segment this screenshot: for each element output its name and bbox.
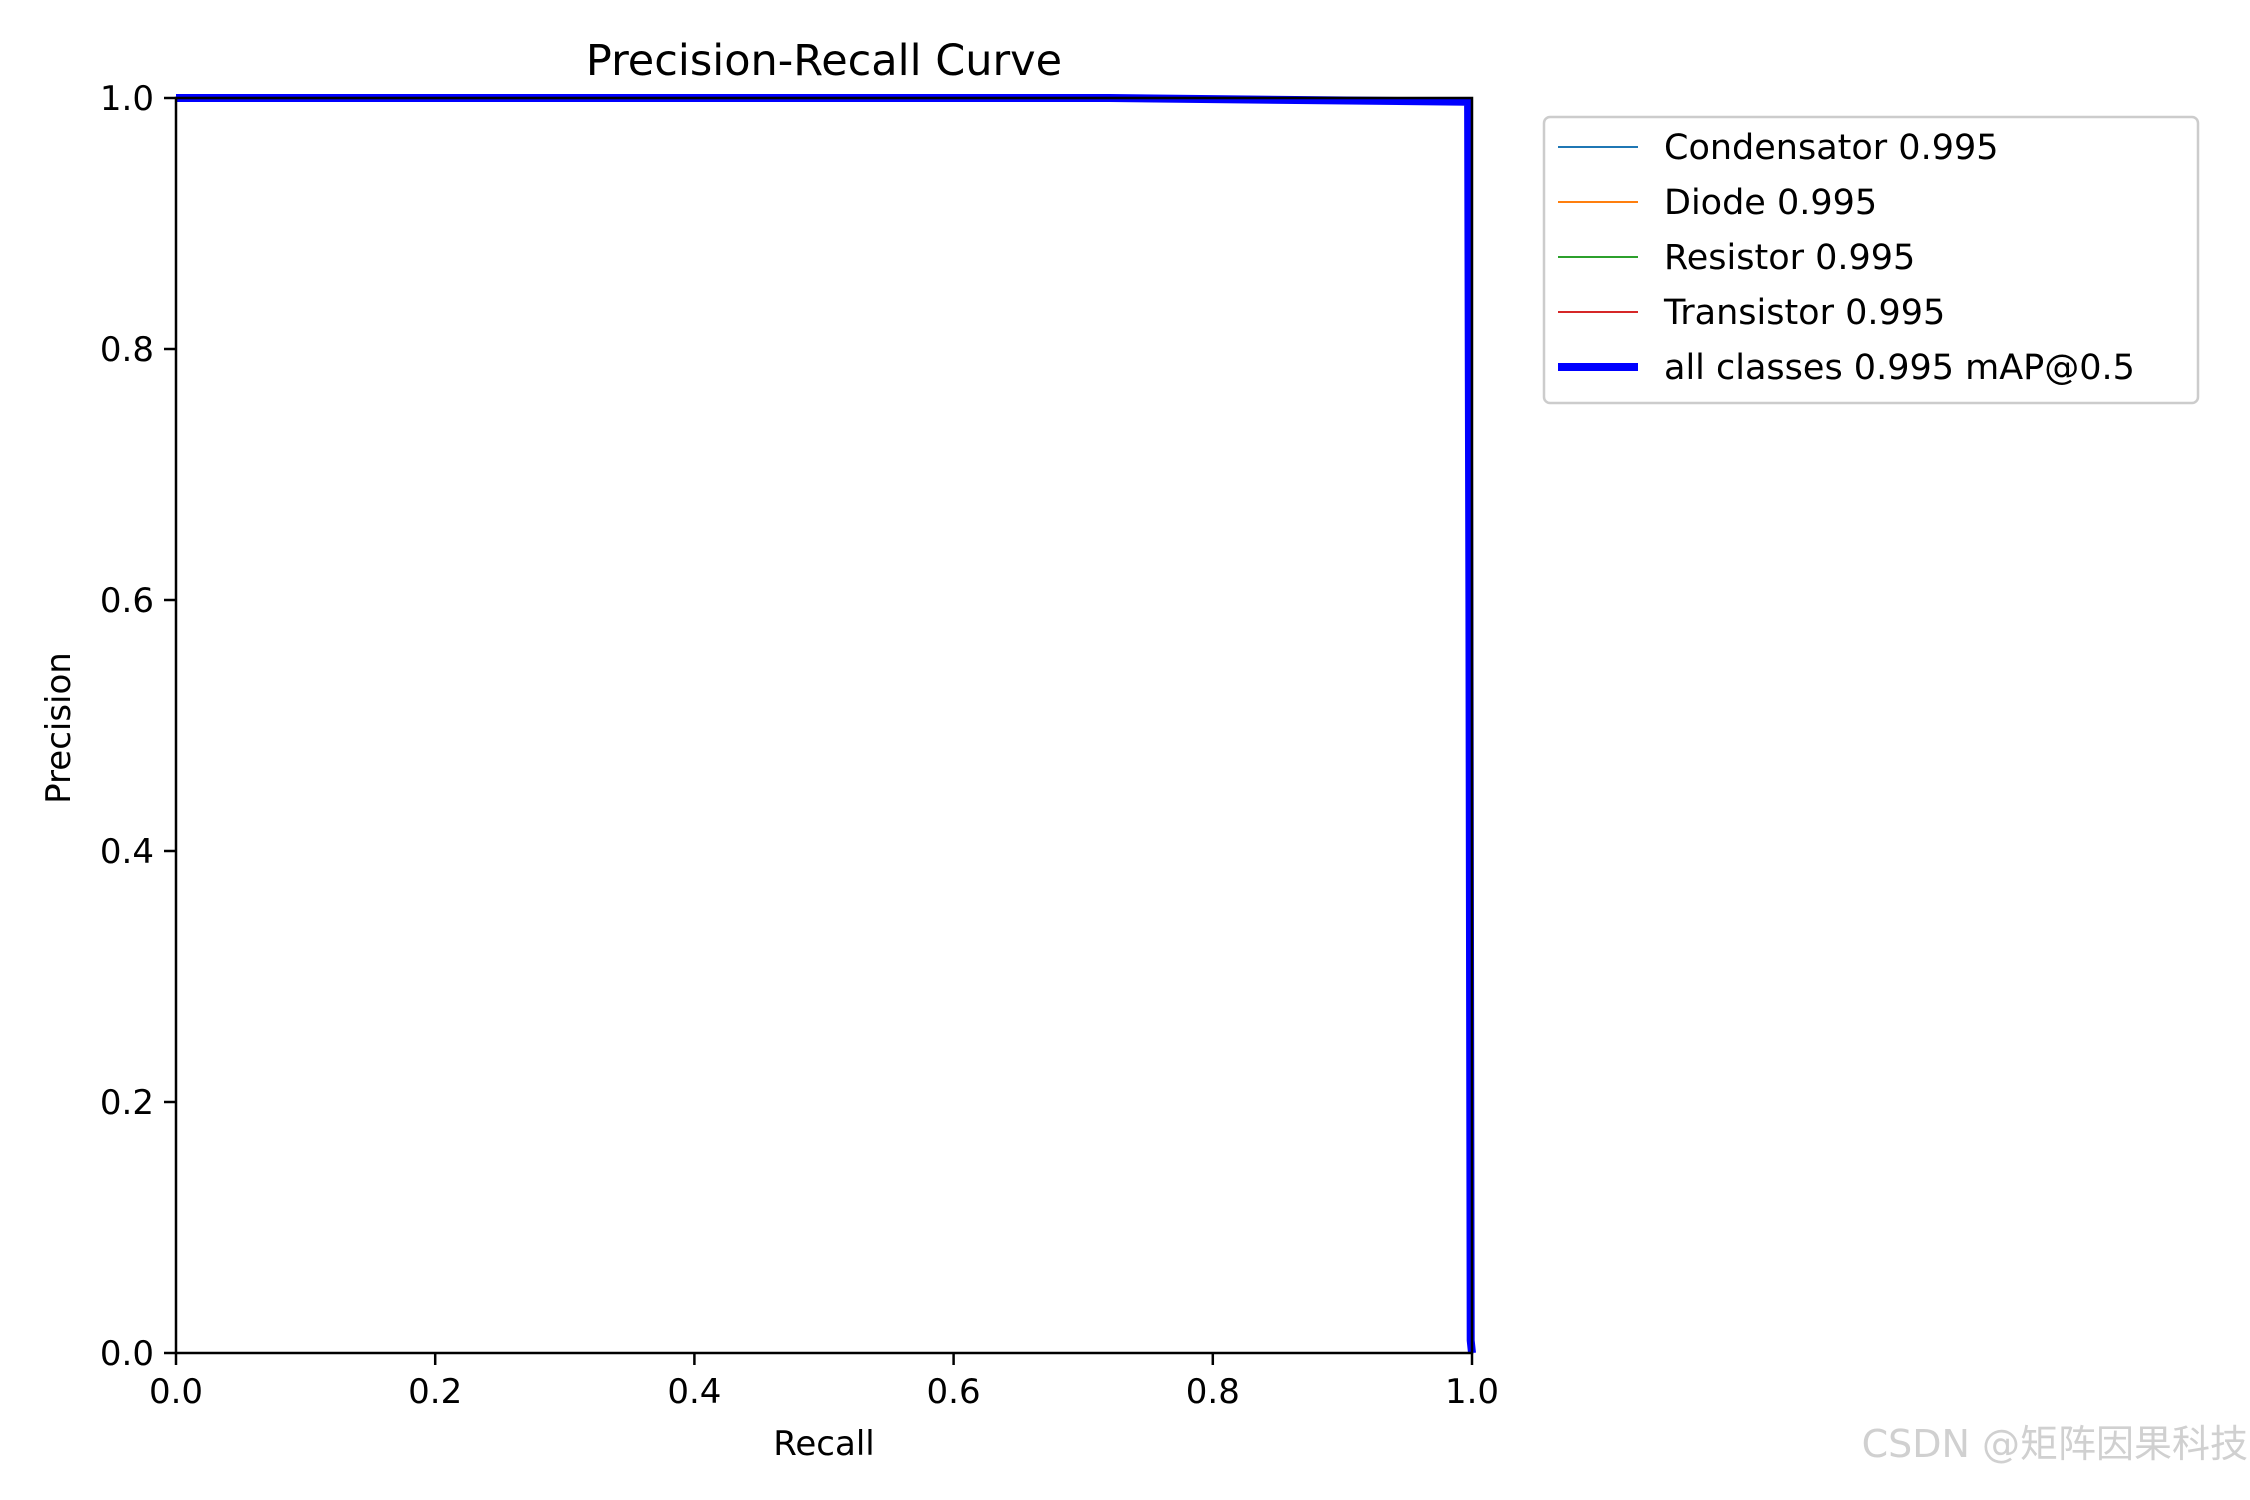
x-tick-label: 0.8 xyxy=(1186,1372,1240,1412)
plot-frame xyxy=(174,96,1474,1355)
series-line-1 xyxy=(176,97,1473,1354)
y-tick-label: 0.0 xyxy=(100,1334,154,1374)
y-tick-label: 1.0 xyxy=(100,79,154,119)
legend-label: all classes 0.995 mAP@0.5 xyxy=(1664,348,2135,388)
chart-title: Precision-Recall Curve xyxy=(586,36,1062,86)
legend: Condensator 0.995 Diode 0.995 Resistor 0.9… xyxy=(1542,115,2200,405)
series-line-4 xyxy=(176,94,1476,1354)
series-line-2 xyxy=(176,97,1473,1354)
legend-label: Transistor 0.995 xyxy=(1663,293,1945,333)
series-line-0 xyxy=(176,97,1473,1354)
y-tick-label: 0.6 xyxy=(100,581,154,621)
x-axis-label: Recall xyxy=(773,1424,874,1464)
y-tick-label: 0.8 xyxy=(100,330,154,370)
x-tick-label: 0.6 xyxy=(927,1372,981,1412)
y-tick-label: 0.2 xyxy=(100,1083,154,1123)
y-tick-label: 0.4 xyxy=(100,832,154,872)
series-line-3 xyxy=(176,97,1473,1354)
x-axis: 0.0 0.2 0.4 0.6 0.8 1.0 xyxy=(149,1353,1499,1412)
legend-label: Condensator 0.995 xyxy=(1664,128,1999,168)
y-axis-label: Precision xyxy=(39,652,79,804)
x-tick-label: 0.0 xyxy=(149,1372,203,1412)
legend-label: Resistor 0.995 xyxy=(1664,238,1915,278)
legend-label: Diode 0.995 xyxy=(1664,183,1877,223)
y-axis: 0.0 0.2 0.4 0.6 0.8 1.0 xyxy=(100,79,176,1374)
watermark-text: CSDN @矩阵因果科技 xyxy=(1861,1422,2248,1466)
x-tick-label: 1.0 xyxy=(1445,1372,1499,1412)
plot-area xyxy=(176,94,1476,1354)
legend-frame xyxy=(1542,115,2200,405)
x-tick-label: 0.4 xyxy=(667,1372,721,1412)
x-tick-label: 0.2 xyxy=(408,1372,462,1412)
